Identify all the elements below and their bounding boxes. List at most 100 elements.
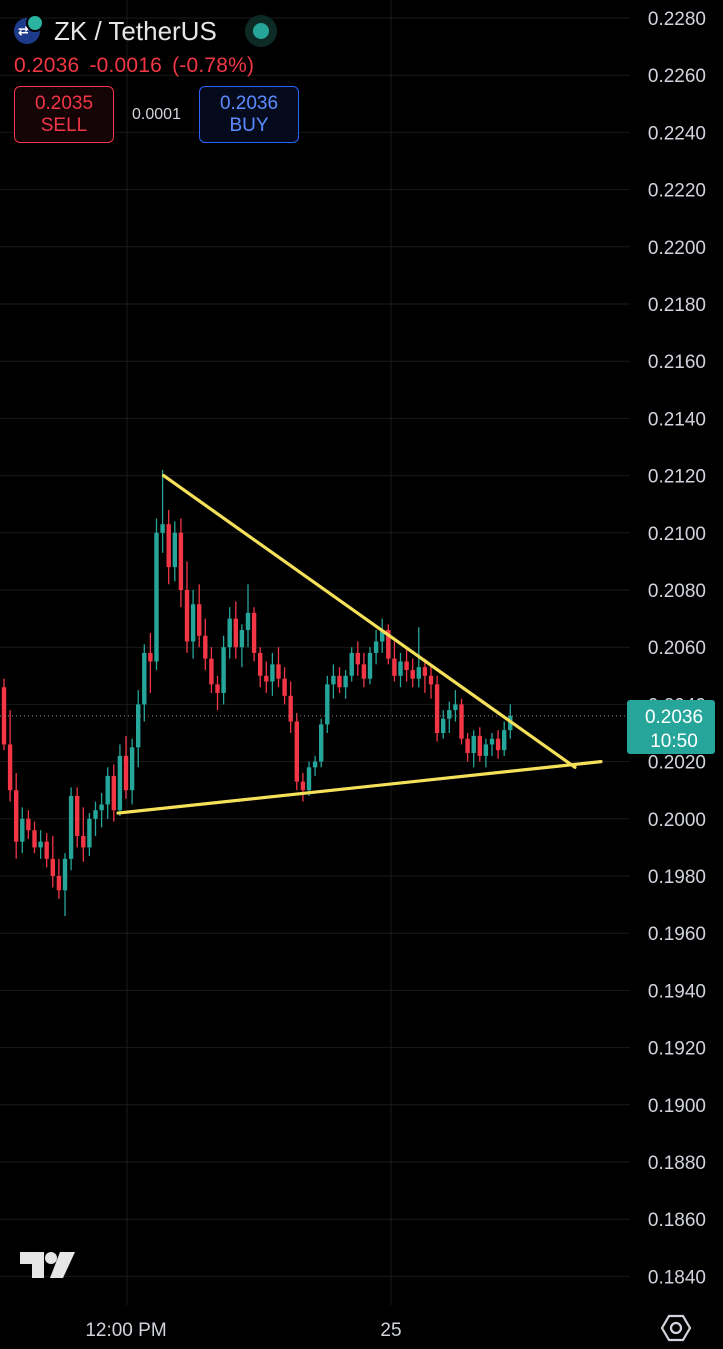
candle-body: [441, 718, 446, 733]
candle-body: [355, 652, 360, 665]
y-tick-label: 0.2240: [648, 123, 706, 144]
candle-body: [14, 790, 19, 842]
candle-body: [154, 532, 159, 662]
candle-body: [7, 744, 13, 791]
y-tick-label: 0.2140: [648, 409, 706, 430]
candle-body: [123, 755, 129, 791]
candle-body: [32, 830, 37, 848]
sell-price: 0.2035: [34, 92, 94, 114]
candle-body: [251, 612, 257, 653]
y-tick-label: 0.1900: [648, 1096, 706, 1117]
candle-body: [215, 684, 220, 693]
candle-body: [337, 675, 342, 688]
buy-price: 0.2036: [219, 92, 279, 114]
candle-body: [50, 858, 55, 876]
candle-body: [453, 704, 458, 711]
candle-body: [44, 841, 49, 859]
y-tick-label: 0.1980: [648, 867, 706, 888]
y-tick-label: 0.2160: [648, 352, 706, 373]
spread-value: 0.0001: [132, 105, 181, 123]
candle-body: [142, 652, 147, 705]
candle-body: [62, 858, 68, 891]
candle-body: [422, 667, 428, 676]
candle-body: [136, 704, 141, 748]
candle-body: [489, 738, 495, 745]
candle-body: [38, 841, 43, 848]
candle-body: [172, 532, 177, 568]
price-tag-value: 0.2036: [645, 707, 703, 728]
change-percent: (-0.78%): [172, 54, 255, 77]
candle-body: [495, 738, 501, 751]
candle-body: [282, 678, 287, 696]
candle-body: [258, 652, 263, 676]
candle-body: [1, 687, 7, 745]
candle-body: [160, 524, 165, 533]
candle-body: [471, 735, 476, 754]
candle-body: [20, 818, 25, 842]
current-price-tag: 0.2036 10:50: [627, 700, 715, 754]
candle-body: [227, 618, 232, 648]
candle-body: [416, 667, 421, 679]
buy-label: BUY: [229, 114, 269, 136]
y-tick-label: 0.2260: [648, 66, 706, 87]
y-tick-label: 0.2100: [648, 524, 706, 545]
coin-icon: ⇄: [14, 14, 44, 44]
candle-body: [93, 810, 98, 819]
candle-body: [26, 818, 31, 831]
candle-body: [294, 721, 299, 782]
y-tick-label: 0.2180: [648, 295, 706, 316]
tradingview-logo[interactable]: [20, 1250, 76, 1285]
candle-body: [197, 604, 202, 636]
price-tag-bg: [627, 700, 715, 754]
candle-body: [477, 735, 482, 756]
live-status-icon: [244, 15, 277, 47]
trade-buttons: 0.2035 SELL 0.0001 0.2036 BUY: [14, 86, 299, 143]
candle-body: [465, 738, 470, 754]
candle-body: [483, 744, 489, 756]
y-tick-label: 0.2080: [648, 581, 706, 602]
candle-body: [410, 670, 415, 679]
candle-body: [178, 532, 184, 590]
candle-body: [209, 658, 214, 685]
settings-icon[interactable]: [660, 1312, 692, 1344]
change-value: -0.0016: [89, 54, 163, 77]
candle-body: [447, 710, 452, 719]
candle-body: [373, 641, 379, 653]
candle-body: [239, 630, 245, 648]
symbol-title[interactable]: ZK / TetherUS: [54, 15, 217, 46]
y-tick-label: 0.2280: [648, 9, 706, 30]
price-tag-countdown: 10:50: [650, 731, 698, 752]
y-tick-label: 0.2200: [648, 238, 706, 259]
candle-body: [343, 675, 348, 688]
candle-body: [129, 747, 135, 791]
candle-body: [392, 658, 397, 676]
y-tick-label: 0.1920: [648, 1039, 706, 1060]
y-tick-label: 0.2020: [648, 753, 706, 774]
candle-body: [245, 612, 251, 631]
candle-body: [117, 755, 123, 811]
candle-body: [361, 664, 367, 679]
candle-body: [331, 675, 336, 685]
buy-button[interactable]: 0.2036 BUY: [199, 86, 299, 143]
candle-body: [87, 818, 92, 848]
candle-body: [300, 781, 306, 791]
candle-body: [270, 664, 275, 682]
candle-body: [203, 635, 208, 659]
candle-body: [264, 675, 269, 682]
candle-body: [404, 661, 409, 671]
candle-body: [502, 730, 507, 751]
y-tick-label: 0.2000: [648, 810, 706, 831]
candle-body: [221, 647, 226, 693]
sell-button[interactable]: 0.2035 SELL: [14, 86, 114, 143]
candle-body: [428, 675, 434, 685]
candle-body: [68, 795, 74, 859]
candle-body: [325, 684, 330, 725]
candle-body: [380, 630, 385, 642]
candle-body: [56, 876, 62, 891]
y-tick-label: 0.1960: [648, 924, 706, 945]
candle-body: [105, 775, 110, 805]
y-tick-label: 0.1880: [648, 1153, 706, 1174]
price-change: 0.2036 -0.0016 (-0.78%): [14, 54, 299, 78]
candle-body: [386, 630, 391, 659]
